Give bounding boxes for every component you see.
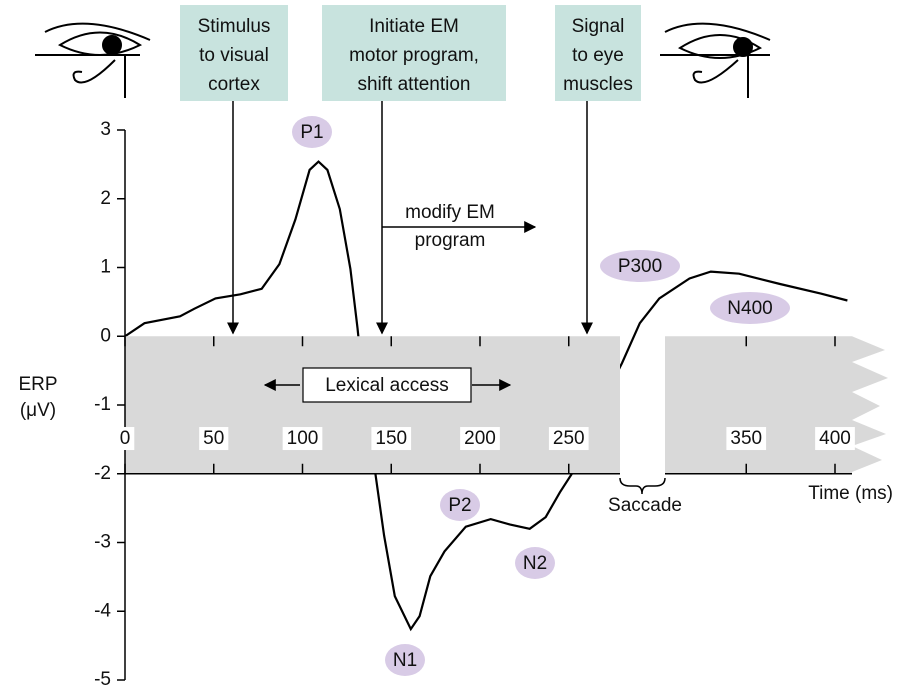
event-label: Initiate EM <box>369 16 459 37</box>
x-tick-label: 0 <box>120 428 131 449</box>
y-tick-label: -5 <box>94 669 111 688</box>
modify-label: modify EM <box>405 202 495 223</box>
component-label: P2 <box>448 495 471 516</box>
eye-right <box>660 24 770 98</box>
y-tick-label: -2 <box>94 463 111 484</box>
y-axis-label: ERP <box>18 374 57 395</box>
timeline-band <box>665 336 888 474</box>
event-label: Signal <box>572 16 625 37</box>
y-axis-label: (μV) <box>20 400 56 421</box>
x-tick-label: 400 <box>819 428 851 449</box>
x-tick-label: 150 <box>375 428 407 449</box>
y-tick-label: 0 <box>100 325 111 346</box>
y-tick-label: -4 <box>94 600 111 621</box>
event-label: muscles <box>563 74 633 95</box>
lexical-label: Lexical access <box>325 375 449 396</box>
event-label: shift attention <box>357 74 470 95</box>
y-tick-label: 1 <box>100 257 111 278</box>
eye-left <box>35 24 150 98</box>
event-label: motor program, <box>349 45 479 66</box>
x-tick-label: 250 <box>553 428 585 449</box>
y-tick-label: 3 <box>100 119 111 140</box>
component-label: N1 <box>393 650 417 671</box>
saccade-label: Saccade <box>608 495 682 516</box>
x-tick-label: 200 <box>464 428 496 449</box>
component-label: P300 <box>618 256 662 277</box>
modify-label: program <box>415 230 486 251</box>
y-tick-label: 2 <box>100 188 111 209</box>
y-tick-label: -3 <box>94 532 111 553</box>
event-label: cortex <box>208 74 260 95</box>
saccade-bracket <box>620 478 665 494</box>
component-label: N400 <box>727 298 772 319</box>
y-tick-label: -1 <box>94 394 111 415</box>
x-tick-label: 100 <box>287 428 319 449</box>
event-label: to eye <box>572 45 624 66</box>
event-label: to visual <box>199 45 269 66</box>
chart: -5 -4 -3 -2 -1 0 1 2 3 ERP (μV) 0 50 100 150 200 250 350 4… <box>0 0 903 688</box>
x-tick-label: 350 <box>730 428 762 449</box>
component-label: P1 <box>300 122 323 143</box>
x-tick-label: 50 <box>203 428 224 449</box>
component-label: N2 <box>523 553 547 574</box>
event-label: Stimulus <box>198 16 271 37</box>
x-axis-label: Time (ms) <box>808 483 893 504</box>
timeline-band <box>125 336 620 474</box>
